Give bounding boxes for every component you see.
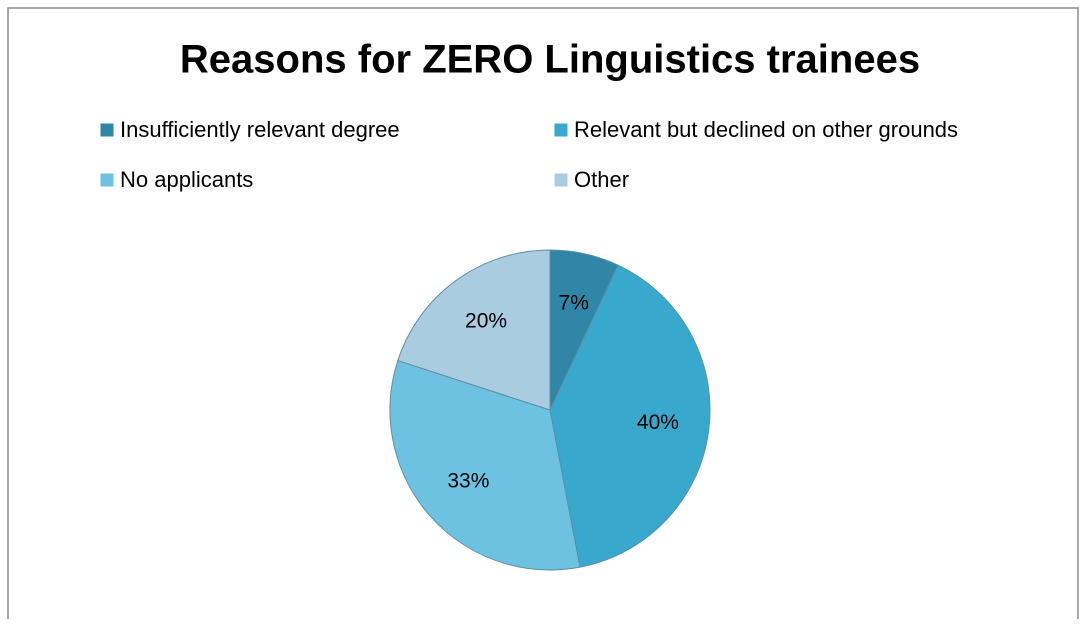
slice-label: 33% [447, 469, 489, 492]
chart-title: Reasons for ZERO Linguistics trainees [180, 38, 920, 82]
legend-swatch [553, 122, 569, 138]
pie-slice [389, 359, 581, 571]
legend-swatch [553, 172, 569, 188]
legend-label: No applicants [120, 167, 253, 192]
slice-label: 20% [465, 310, 507, 333]
pie-slice [549, 264, 711, 568]
legend-swatch [99, 172, 115, 188]
legend-label: Relevant but declined on other grounds [574, 117, 958, 142]
slice-label: 40% [637, 411, 679, 434]
legend-swatch [99, 122, 115, 138]
pie-slice [397, 249, 551, 411]
legend-label: Insufficiently relevant degree [120, 117, 400, 142]
legend-label: Other [574, 167, 629, 192]
slice-label: 7% [559, 291, 589, 314]
